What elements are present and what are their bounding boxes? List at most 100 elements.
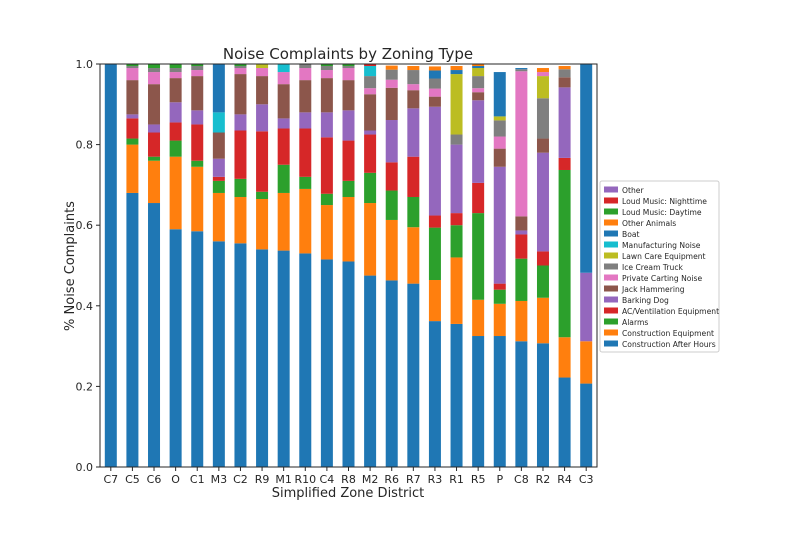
bar-segment-M2-5 — [364, 94, 377, 131]
x-tick-label: C8 — [514, 473, 529, 486]
bar-segment-C6-0 — [148, 203, 161, 467]
bar-segment-R1-1 — [450, 257, 463, 324]
bar-segment-R9-2 — [256, 191, 269, 199]
bar-segment-R7-2 — [407, 196, 420, 228]
x-axis-label: Simplified Zone District — [272, 486, 425, 501]
bar-segment-P-7 — [493, 120, 506, 137]
legend-swatch — [604, 285, 618, 292]
chart-title: Noise Complaints by Zoning Type — [223, 45, 473, 63]
legend-label: Other — [622, 186, 644, 195]
bar-segment-R3-8 — [428, 70, 441, 79]
bar-segment-R10-4 — [299, 112, 312, 129]
x-tick-label: R3 — [428, 473, 443, 486]
bar-segment-M1-0 — [277, 250, 290, 467]
bar-segment-R2-0 — [536, 343, 549, 467]
bar-segment-R10-5 — [299, 80, 312, 113]
bar-segment-R7-7 — [407, 70, 420, 85]
bar-segment-M2-1 — [364, 203, 377, 276]
bar-segment-R6-4 — [385, 120, 398, 163]
bar-segment-R1-7 — [450, 70, 463, 75]
legend-label: Loud Music: Daytime — [622, 208, 702, 217]
bar-segment-C6-8 — [148, 64, 161, 69]
bar-segment-C1-6 — [191, 70, 204, 77]
legend-swatch — [604, 329, 618, 336]
bar-segment-C5-0 — [126, 192, 139, 467]
x-tick-label: R8 — [341, 473, 356, 486]
bar-segment-C2-8 — [234, 64, 247, 67]
bar-segment-R9-5 — [256, 76, 269, 105]
bar-segment-R5-9 — [472, 66, 485, 69]
bar-segment-M2-9 — [364, 64, 377, 67]
bar-segment-C6-3 — [148, 132, 161, 157]
x-tick-label: C5 — [125, 473, 140, 486]
bar-segment-C6-6 — [148, 72, 161, 85]
bar-segment-R4-0 — [558, 377, 571, 467]
bar-segment-R5-5 — [472, 92, 485, 101]
x-tick-label: R7 — [406, 473, 421, 486]
bar-segment-P-4 — [493, 166, 506, 284]
bar-segment-C2-1 — [234, 196, 247, 244]
x-tick-label: M1 — [275, 473, 292, 486]
x-tick-label: M2 — [362, 473, 379, 486]
bar-segment-R9-7 — [256, 64, 269, 69]
bar-segment-R9-3 — [256, 131, 269, 192]
bar-segment-R5-0 — [472, 336, 485, 467]
bar-segment-R6-8 — [385, 65, 398, 70]
legend-swatch — [604, 340, 618, 347]
bar-segment-C5-6 — [126, 68, 139, 81]
legend-label: Loud Music: Nighttime — [622, 197, 707, 206]
bar-segment-R1-8 — [450, 66, 463, 71]
bar-segment-R5-3 — [472, 182, 485, 214]
bar-segment-C5-4 — [126, 114, 139, 119]
bar-segment-R10-2 — [299, 176, 312, 189]
bar-segment-M3-1 — [212, 192, 225, 242]
legend-swatch — [604, 197, 618, 204]
bar-segment-O-2 — [169, 140, 182, 157]
x-tick-label: C1 — [190, 473, 205, 486]
x-tick-label: C3 — [579, 473, 594, 486]
bar-segment-R2-9 — [536, 68, 549, 73]
bar-segment-C2-7 — [234, 66, 247, 69]
bar-segment-C1-7 — [191, 66, 204, 71]
x-tick-label: C7 — [103, 473, 118, 486]
bar-segment-R7-3 — [407, 156, 420, 197]
bar-segment-R6-3 — [385, 162, 398, 191]
bar-segment-C4-8 — [320, 64, 333, 67]
legend-label: Construction After Hours — [622, 340, 716, 349]
bar-segment-R3-6 — [428, 88, 441, 97]
bar-segment-P-0 — [493, 336, 506, 467]
bar-segment-M2-3 — [364, 134, 377, 173]
bar-segment-P-1 — [493, 303, 506, 337]
bar-segment-C4-3 — [320, 137, 333, 194]
bar-segment-R5-1 — [472, 299, 485, 337]
bar-segment-R6-5 — [385, 87, 398, 121]
bar-segment-R10-7 — [299, 64, 312, 69]
bar-segment-R1-2 — [450, 225, 463, 258]
bar-segment-R6-2 — [385, 190, 398, 220]
legend-swatch — [604, 219, 618, 226]
bar-segment-M1-3 — [277, 128, 290, 165]
bar-segment-C6-5 — [148, 84, 161, 125]
legend-swatch — [604, 252, 618, 259]
bar-segment-M1-6 — [277, 72, 290, 85]
bar-segment-R1-3 — [450, 213, 463, 226]
bar-segment-P-3 — [493, 283, 506, 290]
bar-segment-R2-3 — [536, 251, 549, 266]
legend-label: Barking Dog — [622, 296, 669, 305]
bar-segment-C8-1 — [515, 300, 528, 342]
bar-segment-C4-7 — [320, 66, 333, 71]
bar-segment-C1-3 — [191, 124, 204, 161]
bar-segment-R5-4 — [472, 100, 485, 183]
bar-segment-R3-0 — [428, 321, 441, 467]
bar-segment-C3-0 — [580, 383, 593, 467]
bar-segment-C7-0 — [104, 64, 117, 467]
x-tick-label: R1 — [449, 473, 464, 486]
bar-segment-C1-0 — [191, 231, 204, 467]
legend-swatch — [604, 296, 618, 303]
legend-swatch — [604, 186, 618, 193]
bars-layer — [104, 64, 593, 467]
bar-segment-R10-1 — [299, 188, 312, 254]
bar-segment-M1-1 — [277, 192, 290, 251]
bar-segment-R9-6 — [256, 68, 269, 77]
